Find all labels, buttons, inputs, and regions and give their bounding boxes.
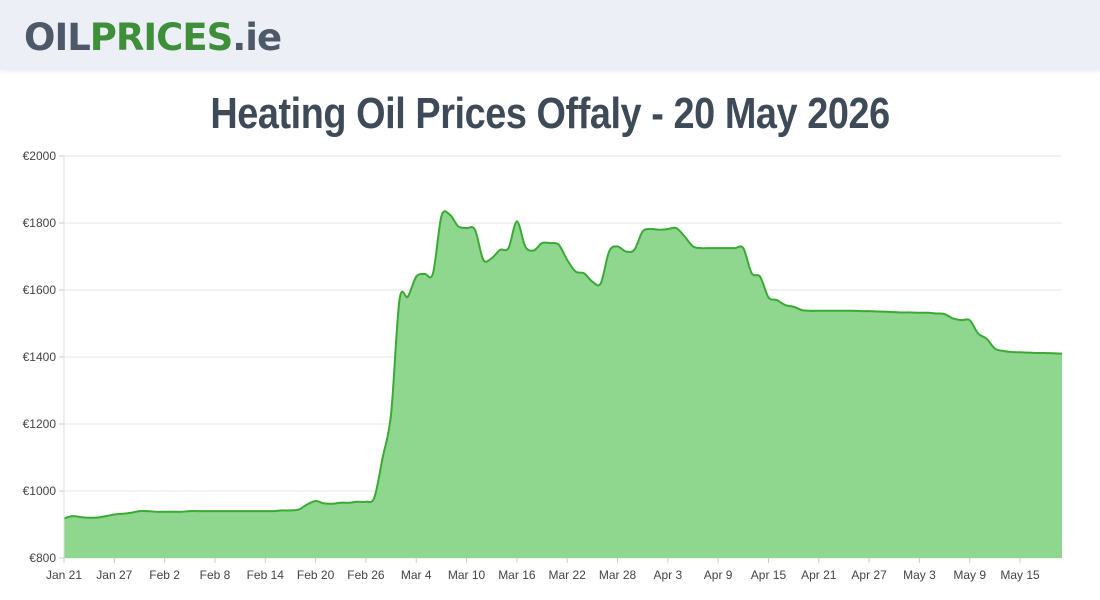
y-tick-label: €1600 bbox=[23, 283, 57, 297]
x-tick-label: Feb 8 bbox=[200, 568, 231, 582]
series-line bbox=[63, 210, 1063, 520]
x-tick-label: Jan 27 bbox=[96, 568, 132, 582]
y-tick-label: €1400 bbox=[23, 350, 57, 364]
x-tick-label: Feb 2 bbox=[149, 568, 180, 582]
x-tick-label: May 15 bbox=[1000, 568, 1040, 582]
x-tick-label: Mar 4 bbox=[401, 568, 432, 582]
x-tick-label: Apr 27 bbox=[851, 568, 887, 582]
y-tick-label: €2000 bbox=[23, 149, 57, 163]
x-tick-label: May 9 bbox=[953, 568, 986, 582]
x-tick-label: May 3 bbox=[903, 568, 936, 582]
price-chart: €800 €1000 €1200 €1400 €1600 €1800 €2000 Jan 21… bbox=[23, 149, 1063, 582]
logo-text-oil: OIL bbox=[24, 16, 91, 59]
x-tick-label: Feb 14 bbox=[247, 568, 285, 582]
x-tick-label: Feb 20 bbox=[297, 568, 335, 582]
chart-axes: €800 €1000 €1200 €1400 €1600 €1800 €2000 Jan 21… bbox=[23, 149, 1040, 582]
site-logo[interactable]: OILPRICES.ie bbox=[24, 14, 282, 62]
y-tick-label: €1000 bbox=[23, 484, 57, 498]
x-tick-label: Apr 15 bbox=[751, 568, 787, 582]
x-tick-label: Apr 3 bbox=[653, 568, 682, 582]
x-tick-label: Mar 16 bbox=[498, 568, 536, 582]
x-tick-label: Mar 22 bbox=[549, 568, 587, 582]
logo-text-prices: PRICES bbox=[89, 16, 233, 59]
y-tick-label: €1200 bbox=[23, 417, 57, 431]
y-tick-label: €1800 bbox=[23, 216, 57, 230]
logo-text-ie: .ie bbox=[232, 16, 282, 59]
chart-series-area bbox=[63, 210, 1063, 558]
series-area-fill bbox=[64, 211, 1062, 558]
x-tick-label: Mar 28 bbox=[599, 568, 637, 582]
x-tick-label: Mar 10 bbox=[448, 568, 486, 582]
page-title: Heating Oil Prices Offaly - 20 May 2026 bbox=[210, 89, 890, 138]
x-tick-label: Jan 21 bbox=[46, 568, 82, 582]
x-tick-label: Apr 21 bbox=[801, 568, 837, 582]
x-tick-label: Feb 26 bbox=[347, 568, 385, 582]
site-header: OILPRICES.ie bbox=[0, 0, 1100, 70]
y-tick-label: €800 bbox=[29, 551, 56, 565]
x-tick-label: Apr 9 bbox=[704, 568, 733, 582]
